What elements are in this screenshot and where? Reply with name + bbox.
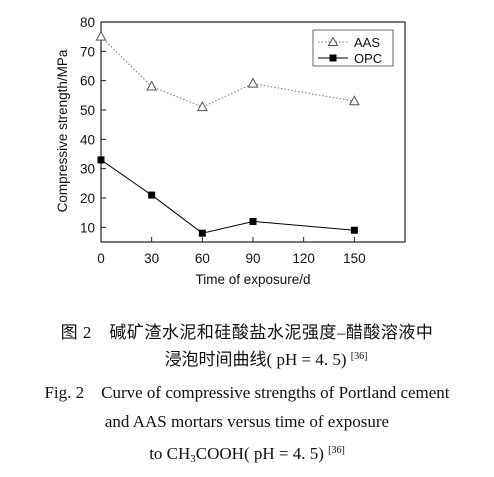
x-tick-label: 150	[343, 251, 366, 266]
legend-box	[312, 29, 394, 67]
y-tick-label: 50	[80, 103, 95, 118]
data-point-opc	[198, 229, 206, 237]
legend-label-opc: OPC	[354, 51, 382, 66]
legend-marker-aas	[327, 36, 339, 46]
series-line-opc	[100, 159, 355, 234]
data-point-aas	[146, 80, 158, 91]
x-tick-label: 0	[97, 251, 105, 266]
legend-label-aas: AAS	[354, 35, 380, 50]
x-axis-ticks: 0 30 60 90 120 150	[97, 237, 366, 266]
caption-en-line-2: and AAS mortars versus time of exposure	[0, 412, 494, 432]
y-axis-ticks: 10 20 30 40 50 60 70 80	[80, 15, 106, 235]
x-axis-label: Time of exposure/d	[195, 272, 310, 287]
data-point-opc	[97, 156, 105, 164]
caption-en-line-3-sub: 3	[190, 453, 196, 465]
y-axis-label: Compressive strength/MPa	[55, 49, 70, 212]
y-tick-label: 40	[80, 132, 95, 147]
caption-en-line-1-text: Fig. 2 Curve of compressive strengths of…	[44, 383, 450, 402]
x-tick-label: 90	[245, 251, 260, 266]
compressive-strength-chart: 10 20 30 40 50 60 70 80 0 30 60 90 120 150 Compressi…	[55, 15, 406, 287]
x-tick-label: 120	[292, 251, 315, 266]
caption-en-line-3-pre: to CH	[149, 444, 191, 463]
caption-en-line-2-text: and AAS mortars versus time of exposure	[104, 412, 390, 431]
y-tick-label: 60	[80, 74, 95, 89]
caption-zh-line-1: 图 2 碱矿渣水泥和硅酸盐水泥强度–醋酸溶液中	[0, 318, 494, 343]
x-tick-label: 30	[144, 251, 159, 266]
caption-en-line-1: Fig. 2 Curve of compressive strengths of…	[0, 378, 494, 403]
data-point-aas	[95, 30, 107, 41]
caption-zh-line-1-text: 图 2 碱矿渣水泥和硅酸盐水泥强度–醋酸溶液中	[60, 323, 434, 342]
caption-zh-line-2: 浸泡时间曲线( pH = 4. 5) [36]	[0, 345, 494, 370]
data-point-opc	[148, 191, 156, 199]
y-tick-label: 10	[80, 220, 95, 235]
legend-marker-opc	[329, 54, 337, 62]
data-point-aas	[196, 101, 208, 112]
y-tick-label: 80	[80, 15, 95, 30]
series-markers	[95, 30, 360, 237]
y-tick-label: 30	[80, 162, 95, 177]
legend: AAS OPC	[312, 29, 394, 67]
caption-en-line-3-post: COOH( pH = 4. 5)	[195, 444, 324, 463]
data-point-aas	[348, 95, 360, 106]
data-point-opc	[249, 217, 257, 225]
data-point-aas	[247, 77, 259, 88]
caption-zh-line-2-text: 浸泡时间曲线( pH = 4. 5)	[164, 350, 347, 369]
y-tick-label: 20	[80, 191, 95, 206]
y-tick-label: 70	[80, 44, 95, 59]
caption-en-reference: [36]	[328, 445, 345, 456]
data-point-opc	[350, 226, 358, 234]
x-tick-label: 60	[195, 251, 210, 266]
caption-en-line-3: to CH3COOH( pH = 4. 5) [36]	[0, 444, 494, 465]
caption-zh-reference: [36]	[350, 351, 368, 362]
